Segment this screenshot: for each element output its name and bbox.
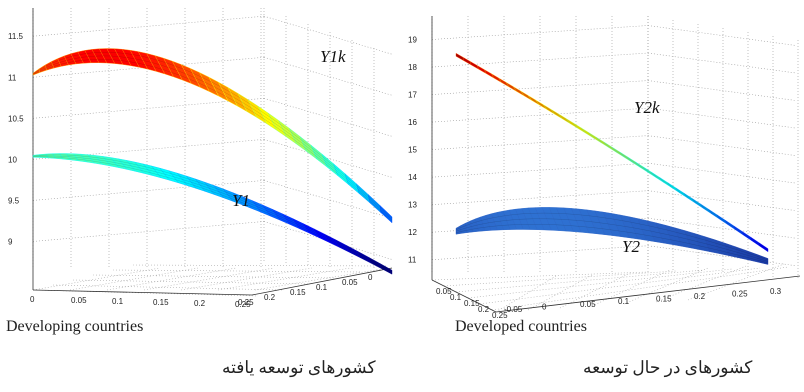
chart-right: 11 12 13 14 15 16 17 18 19 0.05 0.1 0.15 0.2 0.25 -0.0… xyxy=(396,0,804,320)
y-tick-label: 0.25 xyxy=(732,289,748,298)
z-tick-label: 11.5 xyxy=(8,32,24,41)
y-tick-label: 0.2 xyxy=(694,292,706,301)
x-tick-label: 0 xyxy=(30,295,35,304)
x-tick-label: 0.05 xyxy=(71,296,87,305)
label-Y2k: Y2k xyxy=(634,98,660,117)
grid-line xyxy=(133,265,388,266)
x-axis-left xyxy=(33,290,252,295)
label-Y1: Y1 xyxy=(232,191,250,210)
z-tick-label: 11 xyxy=(408,256,417,265)
grid-line xyxy=(648,81,796,101)
grid-line xyxy=(181,268,312,290)
z-tick-label: 12 xyxy=(408,228,417,237)
y-tick-label: 0.05 xyxy=(342,278,358,287)
label-Y2: Y2 xyxy=(622,237,640,256)
z-tick-label: 16 xyxy=(408,118,417,127)
grid-line xyxy=(432,272,648,280)
y-tick-label: 0.15 xyxy=(656,295,672,304)
x-tick-label: 0.1 xyxy=(112,297,124,306)
z-tick-label: 17 xyxy=(408,91,417,100)
grid-line xyxy=(648,26,796,46)
y-tick-label: 0.15 xyxy=(290,288,306,297)
surface-plot-right: 11 12 13 14 15 16 17 18 19 0.05 0.1 0.15 0.2 0.25 -0.0… xyxy=(396,0,804,320)
z-tick-label: 15 xyxy=(408,146,417,155)
grid-line xyxy=(432,108,648,122)
grid-right xyxy=(432,16,798,312)
y-tick-label: -0.05 xyxy=(504,305,523,314)
grid-line xyxy=(648,108,796,128)
label-Y1k: Y1k xyxy=(320,47,346,66)
x-tick-label: 0.15 xyxy=(153,298,169,307)
grid-line xyxy=(33,221,264,241)
y-tick-label: 0.25 xyxy=(238,298,254,307)
x-tick-label: 0.2 xyxy=(478,305,490,314)
y-tick-label: 0 xyxy=(368,273,373,282)
grid-line xyxy=(33,16,264,36)
z-tick-label: 10.5 xyxy=(8,114,24,123)
z-tick-label: 9 xyxy=(8,237,13,246)
y-tick-label: 0.1 xyxy=(316,283,328,292)
grid-line xyxy=(648,136,796,156)
z-tick-label: 18 xyxy=(408,63,417,72)
y-tick-label: 0.1 xyxy=(618,297,630,306)
z-tick-label: 9.5 xyxy=(8,196,20,205)
z-tick-label: 10 xyxy=(8,155,17,164)
caption-developed-countries: Developed countries xyxy=(455,318,587,336)
grid-line xyxy=(648,163,796,183)
grid-line xyxy=(648,53,796,73)
x-tick-label: 0.1 xyxy=(450,293,462,302)
x-tick-label: 0.2 xyxy=(194,299,206,308)
y-tick-label: 0.3 xyxy=(770,287,782,296)
caption-fa-right: کشورهای در حال توسعه xyxy=(583,358,752,378)
z-tick-label: 13 xyxy=(408,201,417,210)
grid-line xyxy=(113,270,362,272)
z-tick-label: 14 xyxy=(408,173,417,182)
caption-developing-countries: Developing countries xyxy=(6,318,143,336)
surface-Y1k xyxy=(33,49,392,223)
y-tick-label: 0.2 xyxy=(264,293,276,302)
grid-line xyxy=(648,191,796,211)
grid-line xyxy=(107,268,236,290)
z-tick-label: 19 xyxy=(408,36,417,45)
z-tick-label: 11 xyxy=(8,73,17,82)
grid-line xyxy=(468,269,732,298)
y-tick-label: 0 xyxy=(542,302,547,311)
grid-line xyxy=(444,271,676,286)
grid-line xyxy=(456,270,704,292)
caption-fa-left: کشورهای توسعه یافته xyxy=(222,358,376,378)
grid-line xyxy=(264,139,392,177)
y-tick-label: 0.05 xyxy=(580,300,596,309)
grid-line xyxy=(432,136,648,150)
grid-line xyxy=(93,275,336,278)
chart-left: 9 9.5 10 10.5 11 11.5 0 0.05 0.1 0.15 0.2 0.25 0.25 0… xyxy=(0,0,400,320)
